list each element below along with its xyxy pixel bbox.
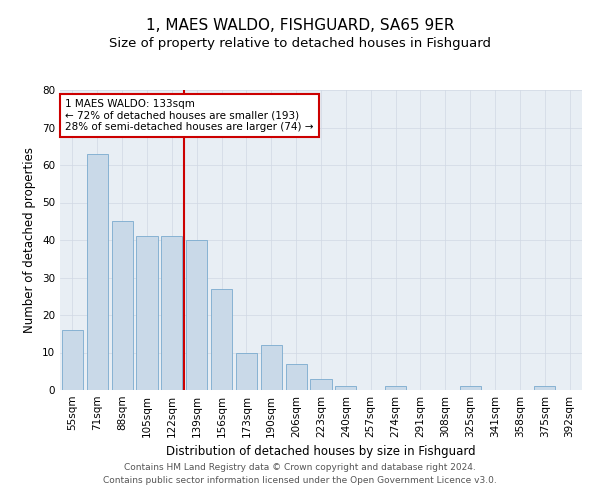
Bar (286, 364, 307, 390)
Text: Contains HM Land Registry data © Crown copyright and database right 2024.
Contai: Contains HM Land Registry data © Crown c… (103, 463, 497, 485)
Bar (136, 236, 158, 390)
Bar (335, 386, 356, 390)
Bar (87, 154, 108, 390)
Y-axis label: Number of detached properties: Number of detached properties (23, 147, 37, 333)
Bar (211, 289, 232, 390)
Bar (186, 240, 207, 390)
Bar (460, 386, 481, 390)
Bar (112, 221, 133, 390)
Bar (385, 386, 406, 390)
Bar (161, 236, 182, 390)
Bar (310, 379, 332, 390)
Text: 1, MAES WALDO, FISHGUARD, SA65 9ER: 1, MAES WALDO, FISHGUARD, SA65 9ER (146, 18, 454, 32)
Text: Size of property relative to detached houses in Fishguard: Size of property relative to detached ho… (109, 38, 491, 51)
Bar (62, 330, 83, 390)
Text: 1 MAES WALDO: 133sqm
← 72% of detached houses are smaller (193)
28% of semi-deta: 1 MAES WALDO: 133sqm ← 72% of detached h… (65, 99, 314, 132)
X-axis label: Distribution of detached houses by size in Fishguard: Distribution of detached houses by size … (166, 446, 476, 458)
Bar (261, 345, 282, 390)
Bar (534, 386, 555, 390)
Bar (236, 352, 257, 390)
